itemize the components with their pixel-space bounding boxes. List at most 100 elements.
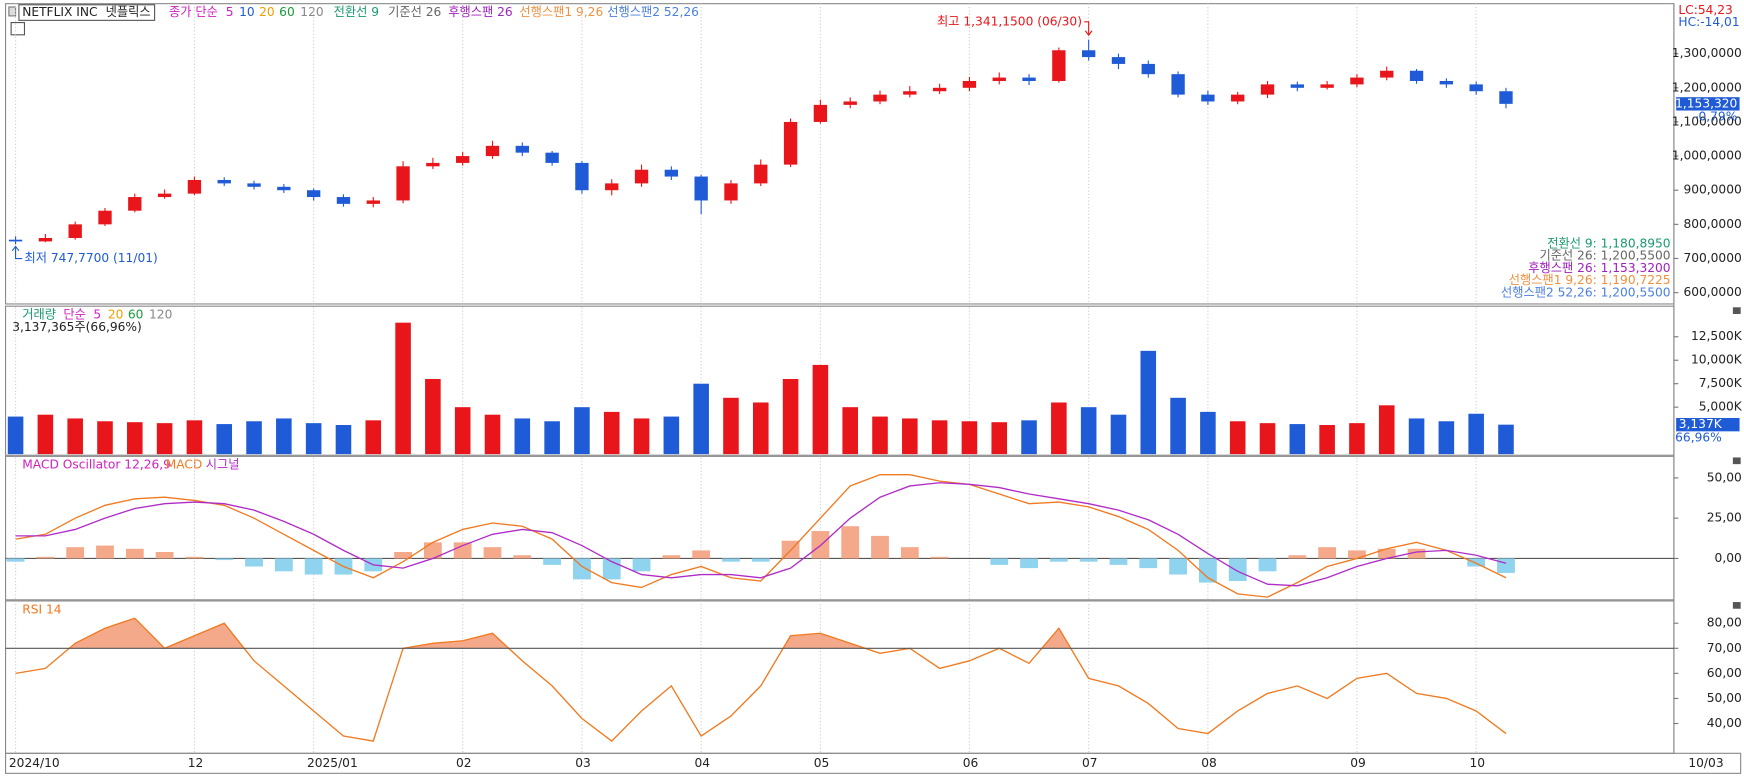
ma-legend: 120 [300,5,323,19]
candle-body [217,179,231,184]
oscillator-bar [125,548,144,559]
candle-body [1141,63,1155,75]
y-tick-label: 800,0000 [1683,217,1741,231]
candle-body [903,91,917,95]
candle-body [1201,94,1215,102]
volume-bar [37,414,54,455]
volume-bar [1289,424,1306,455]
candle-body [873,94,887,102]
oscillator-bar [1109,558,1128,565]
y-tick-label: 900,0000 [1683,183,1741,197]
candle-body [1111,57,1126,64]
x-axis-strip [5,752,1742,774]
oscillator-bar [722,558,740,562]
ma-legend: 10 [239,5,255,19]
volume-bar [693,383,709,455]
volume-bar [216,424,233,455]
candle-body [1469,84,1483,92]
y-tick-label: 700,0000 [1683,251,1741,265]
volume-bar [1021,420,1037,455]
y-tick-label: 1,100,0000 [1672,114,1742,128]
ichimoku-value: 선행스팬2 52,26: 1,200,5500 [1501,284,1671,299]
candle-body [8,239,23,242]
candle-body [664,169,679,177]
volume-bar [67,418,83,455]
oscillator-bar [1377,548,1396,559]
oscillator-bar [1079,558,1098,562]
volume-bar [1498,424,1514,455]
candle-body [336,197,351,204]
candle-body [247,183,261,187]
oscillator-bar [304,558,323,575]
volume-legend: 5 [93,308,101,322]
volume-bar [842,407,858,455]
ichimoku-value: 선행스팬1 9,26: 1,190,7225 [1509,272,1671,287]
x-tick-label: 04 [694,756,710,770]
panel-button[interactable] [1732,602,1741,609]
candle-body [366,200,380,204]
oscillator-bar [483,547,502,559]
oscillator-bar [66,547,85,559]
volume-bar [97,421,113,455]
x-tick-label: 09 [1350,756,1366,770]
volume-bar [1468,413,1484,455]
oscillator-bar [871,535,889,559]
candle-body [724,183,738,201]
y-tick-label: 1,000,0000 [1672,149,1742,163]
oscillator-bar [274,558,293,572]
volume-bar [7,416,24,455]
volume-bar [1438,421,1455,455]
panel-button[interactable] [1732,457,1741,465]
candle-body [426,162,440,167]
settings-icon[interactable] [10,22,26,36]
volume-bar [1051,402,1067,455]
volume-bar [127,422,143,455]
y-tick-label: 25,00 [1707,511,1742,525]
ichimoku-legend: 선행스팬2 52,26 [607,4,699,19]
oscillator-bar [1139,558,1158,569]
candle-body [932,87,947,92]
candle-body [843,101,857,105]
last-volume: 3,137K [1679,417,1723,431]
last-volume-badge [1676,417,1740,432]
oscillator-bar [1228,558,1247,581]
oscillator-bar [662,555,681,559]
oscillator-bar [453,542,472,559]
ma-legend: 5 [226,5,234,19]
oscillator-bar [1049,558,1068,562]
y-tick-label: 12,500K [1691,329,1743,343]
x-tick-label: 03 [575,756,591,770]
oscillator-bar [513,555,532,559]
candle-body [456,156,470,163]
min-arrow [11,245,23,260]
oscillator-bar [155,552,174,559]
volume-bar [1408,418,1425,455]
max-label: 최고 1,341,1500 (06/30) [937,14,1082,28]
oscillator-bar [245,558,263,567]
oscillator-bar [423,542,442,559]
menu-icon[interactable] [8,6,17,17]
candle-body [396,166,410,201]
oscillator-bar [1348,550,1366,559]
y-tick-label: 5,000K [1699,400,1743,414]
panel-button[interactable] [1732,307,1741,314]
oscillator-bar [185,556,204,559]
candle-body [1081,50,1096,58]
volume-bar [186,420,203,455]
oscillator-bar [1407,548,1426,559]
volume-legend: 120 [149,308,172,322]
lc-label: LC:54,23 [1678,3,1732,17]
ichimoku-legend: 후행스팬 26 [448,4,512,19]
ma-legend: 종가 단순 [169,5,218,19]
ma-legend: 20 [259,5,275,19]
y-tick-label: 50,00 [1707,470,1742,484]
oscillator-bar [1467,558,1486,567]
candle-body [1439,80,1454,85]
volume-bar [1140,350,1157,455]
rsi-line [15,617,1507,742]
candle-body [98,210,112,225]
volume-bar [1319,425,1335,455]
